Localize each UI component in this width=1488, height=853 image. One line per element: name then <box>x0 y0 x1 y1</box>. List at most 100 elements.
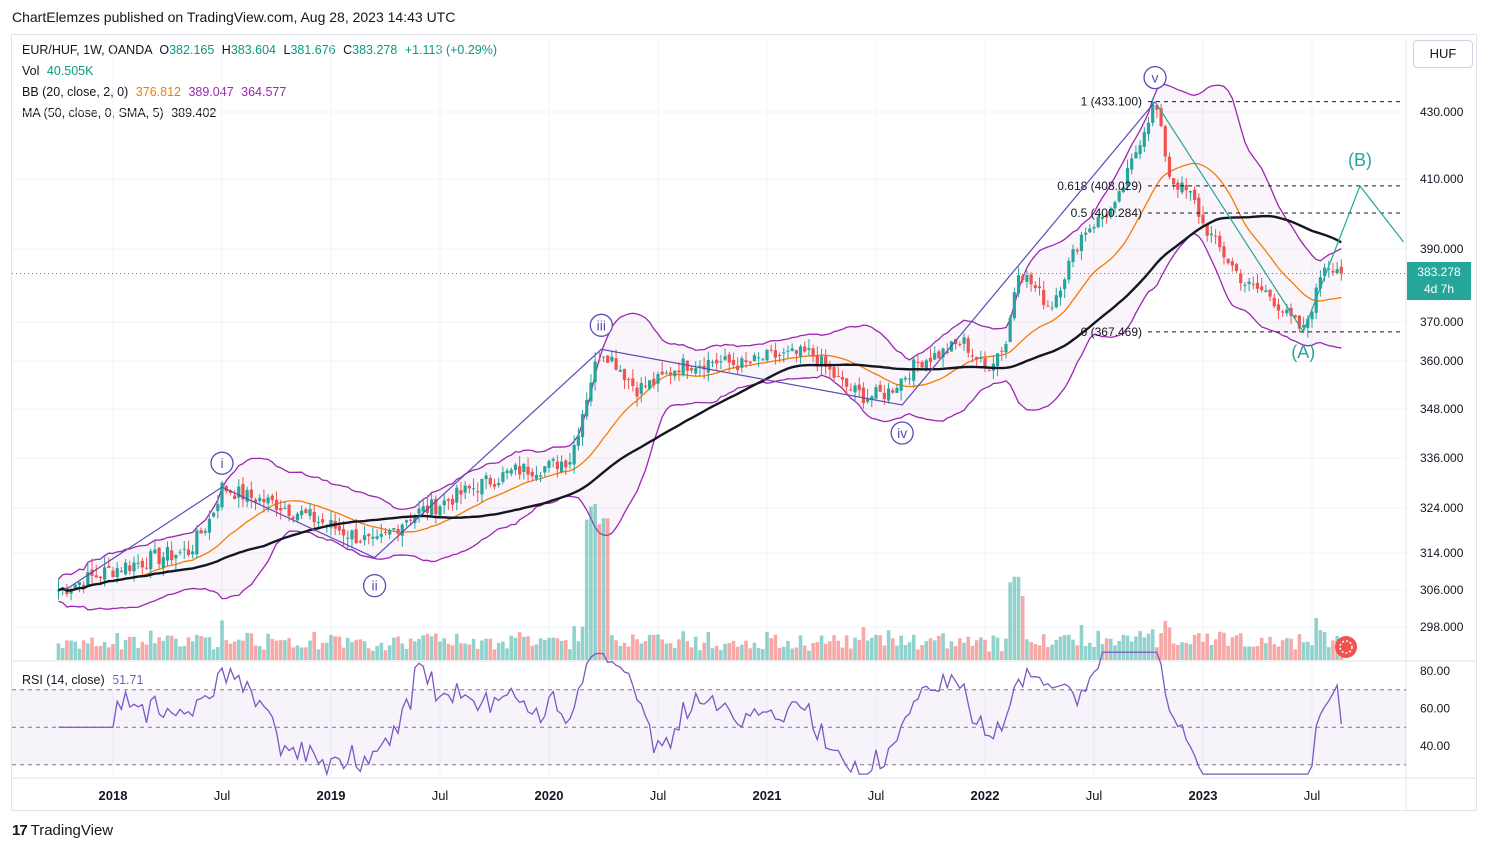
axes: 430.000 410.000 390.000 370.000 360.000 348.0… <box>99 105 1464 803</box>
volume-bar <box>488 638 493 660</box>
vol-label[interactable]: Vol <box>22 64 40 78</box>
candle-body <box>1197 197 1201 217</box>
volume-bar <box>459 643 463 660</box>
volume-bar <box>165 635 170 660</box>
candle-body <box>404 520 409 523</box>
replay-icon <box>1335 636 1357 658</box>
time-tick-label: Jul <box>432 788 449 803</box>
volume-bar <box>526 636 530 660</box>
symbol-title[interactable]: EUR/HUF, 1W, OANDA <box>22 43 152 57</box>
bb-lower-line <box>58 232 1342 611</box>
volume-bar <box>278 640 283 660</box>
bb-lower-value: 364.577 <box>241 85 287 99</box>
candle-body <box>165 547 170 561</box>
candle-body <box>748 361 752 364</box>
volume-bar <box>56 643 61 660</box>
volume-bar <box>1280 640 1285 660</box>
candle-body <box>1063 279 1067 290</box>
candle-body <box>870 396 874 401</box>
candle-body <box>731 360 736 365</box>
candle-body <box>635 387 639 397</box>
volume-bar <box>1150 629 1155 660</box>
volume-bar <box>513 637 518 660</box>
candle-body <box>1335 269 1339 273</box>
volume-bar <box>421 635 426 660</box>
candle-body <box>1243 284 1247 286</box>
candle-body <box>132 562 136 572</box>
wave-label-circle <box>890 421 914 445</box>
candle-body <box>186 549 191 555</box>
candle-body <box>1054 295 1058 308</box>
volume-bar <box>790 648 794 660</box>
volume-bar <box>299 647 304 660</box>
volume-bar <box>924 641 929 660</box>
volume-bar <box>492 649 497 660</box>
volume-bar <box>861 627 866 660</box>
rsi-label[interactable]: RSI (14, close) <box>22 673 105 687</box>
candle-body <box>128 565 132 572</box>
candle-body <box>1109 208 1113 216</box>
currency-button[interactable]: HUF <box>1413 40 1473 68</box>
bb-label[interactable]: BB (20, close, 2, 0) <box>22 85 129 99</box>
candle-body <box>660 371 664 375</box>
candle-body <box>358 540 362 543</box>
volume-bar <box>111 644 115 660</box>
candle-body <box>295 513 300 521</box>
candle-body <box>1142 132 1146 147</box>
candle-body <box>819 356 824 367</box>
candle-body <box>1318 277 1322 289</box>
volume-bar <box>132 636 136 660</box>
vol-value: 40.505K <box>46 64 94 78</box>
volume-bar <box>450 645 455 660</box>
candle-body <box>794 350 798 354</box>
candle-body <box>270 495 274 501</box>
volume-bar <box>1079 625 1084 660</box>
volume-bar <box>622 642 627 660</box>
tradingview-logo[interactable]: 17 TradingView <box>12 822 113 839</box>
candle-body <box>170 550 174 561</box>
candle-body <box>736 365 740 371</box>
candle-body <box>157 547 161 565</box>
wave-label-circle <box>362 573 387 598</box>
volume-bar <box>157 637 161 660</box>
volume-bar <box>761 649 765 660</box>
wave-label-circle <box>1143 65 1167 90</box>
volume-bar <box>505 648 509 660</box>
volume-bar <box>73 641 78 660</box>
rsi-value: 51.71 <box>112 673 144 687</box>
candle-body <box>769 349 773 351</box>
fib-level-label: 1 (433.100) <box>1081 95 1142 109</box>
candle-body <box>861 387 866 404</box>
candle-body <box>367 534 371 537</box>
candle-body <box>1180 182 1184 193</box>
volume-bar <box>857 639 862 660</box>
volume-bar <box>1331 640 1335 660</box>
volume-bar <box>786 640 790 660</box>
volume-bar <box>1255 646 1260 660</box>
candle-body <box>1050 307 1054 309</box>
volume-bar <box>509 635 514 660</box>
volume-bar <box>1213 639 1218 660</box>
candle-body <box>396 528 400 534</box>
candle-body <box>1117 191 1121 202</box>
low-value: 381.676 <box>290 43 336 57</box>
volume-bar <box>371 650 375 660</box>
ma-label[interactable]: MA (50, close, 0, SMA, 5) <box>22 106 164 120</box>
rsi-legend: RSI (14, close) 51.71 <box>22 673 143 687</box>
volume-bar <box>291 647 296 660</box>
candle-body <box>1239 273 1243 284</box>
candle-body <box>1281 311 1285 313</box>
candle-body <box>191 551 195 555</box>
volume-bar <box>329 634 333 660</box>
volume-bar <box>379 642 384 660</box>
candle-body <box>786 350 790 352</box>
volume-bar <box>605 518 610 660</box>
volume-bar <box>1008 582 1012 660</box>
volume-bar <box>538 638 543 660</box>
candle-body <box>920 361 924 368</box>
candle-body <box>379 533 383 537</box>
candle-body <box>916 362 920 364</box>
tradingview-logo-text: TradingView <box>30 822 114 839</box>
chart-frame <box>11 34 1477 811</box>
